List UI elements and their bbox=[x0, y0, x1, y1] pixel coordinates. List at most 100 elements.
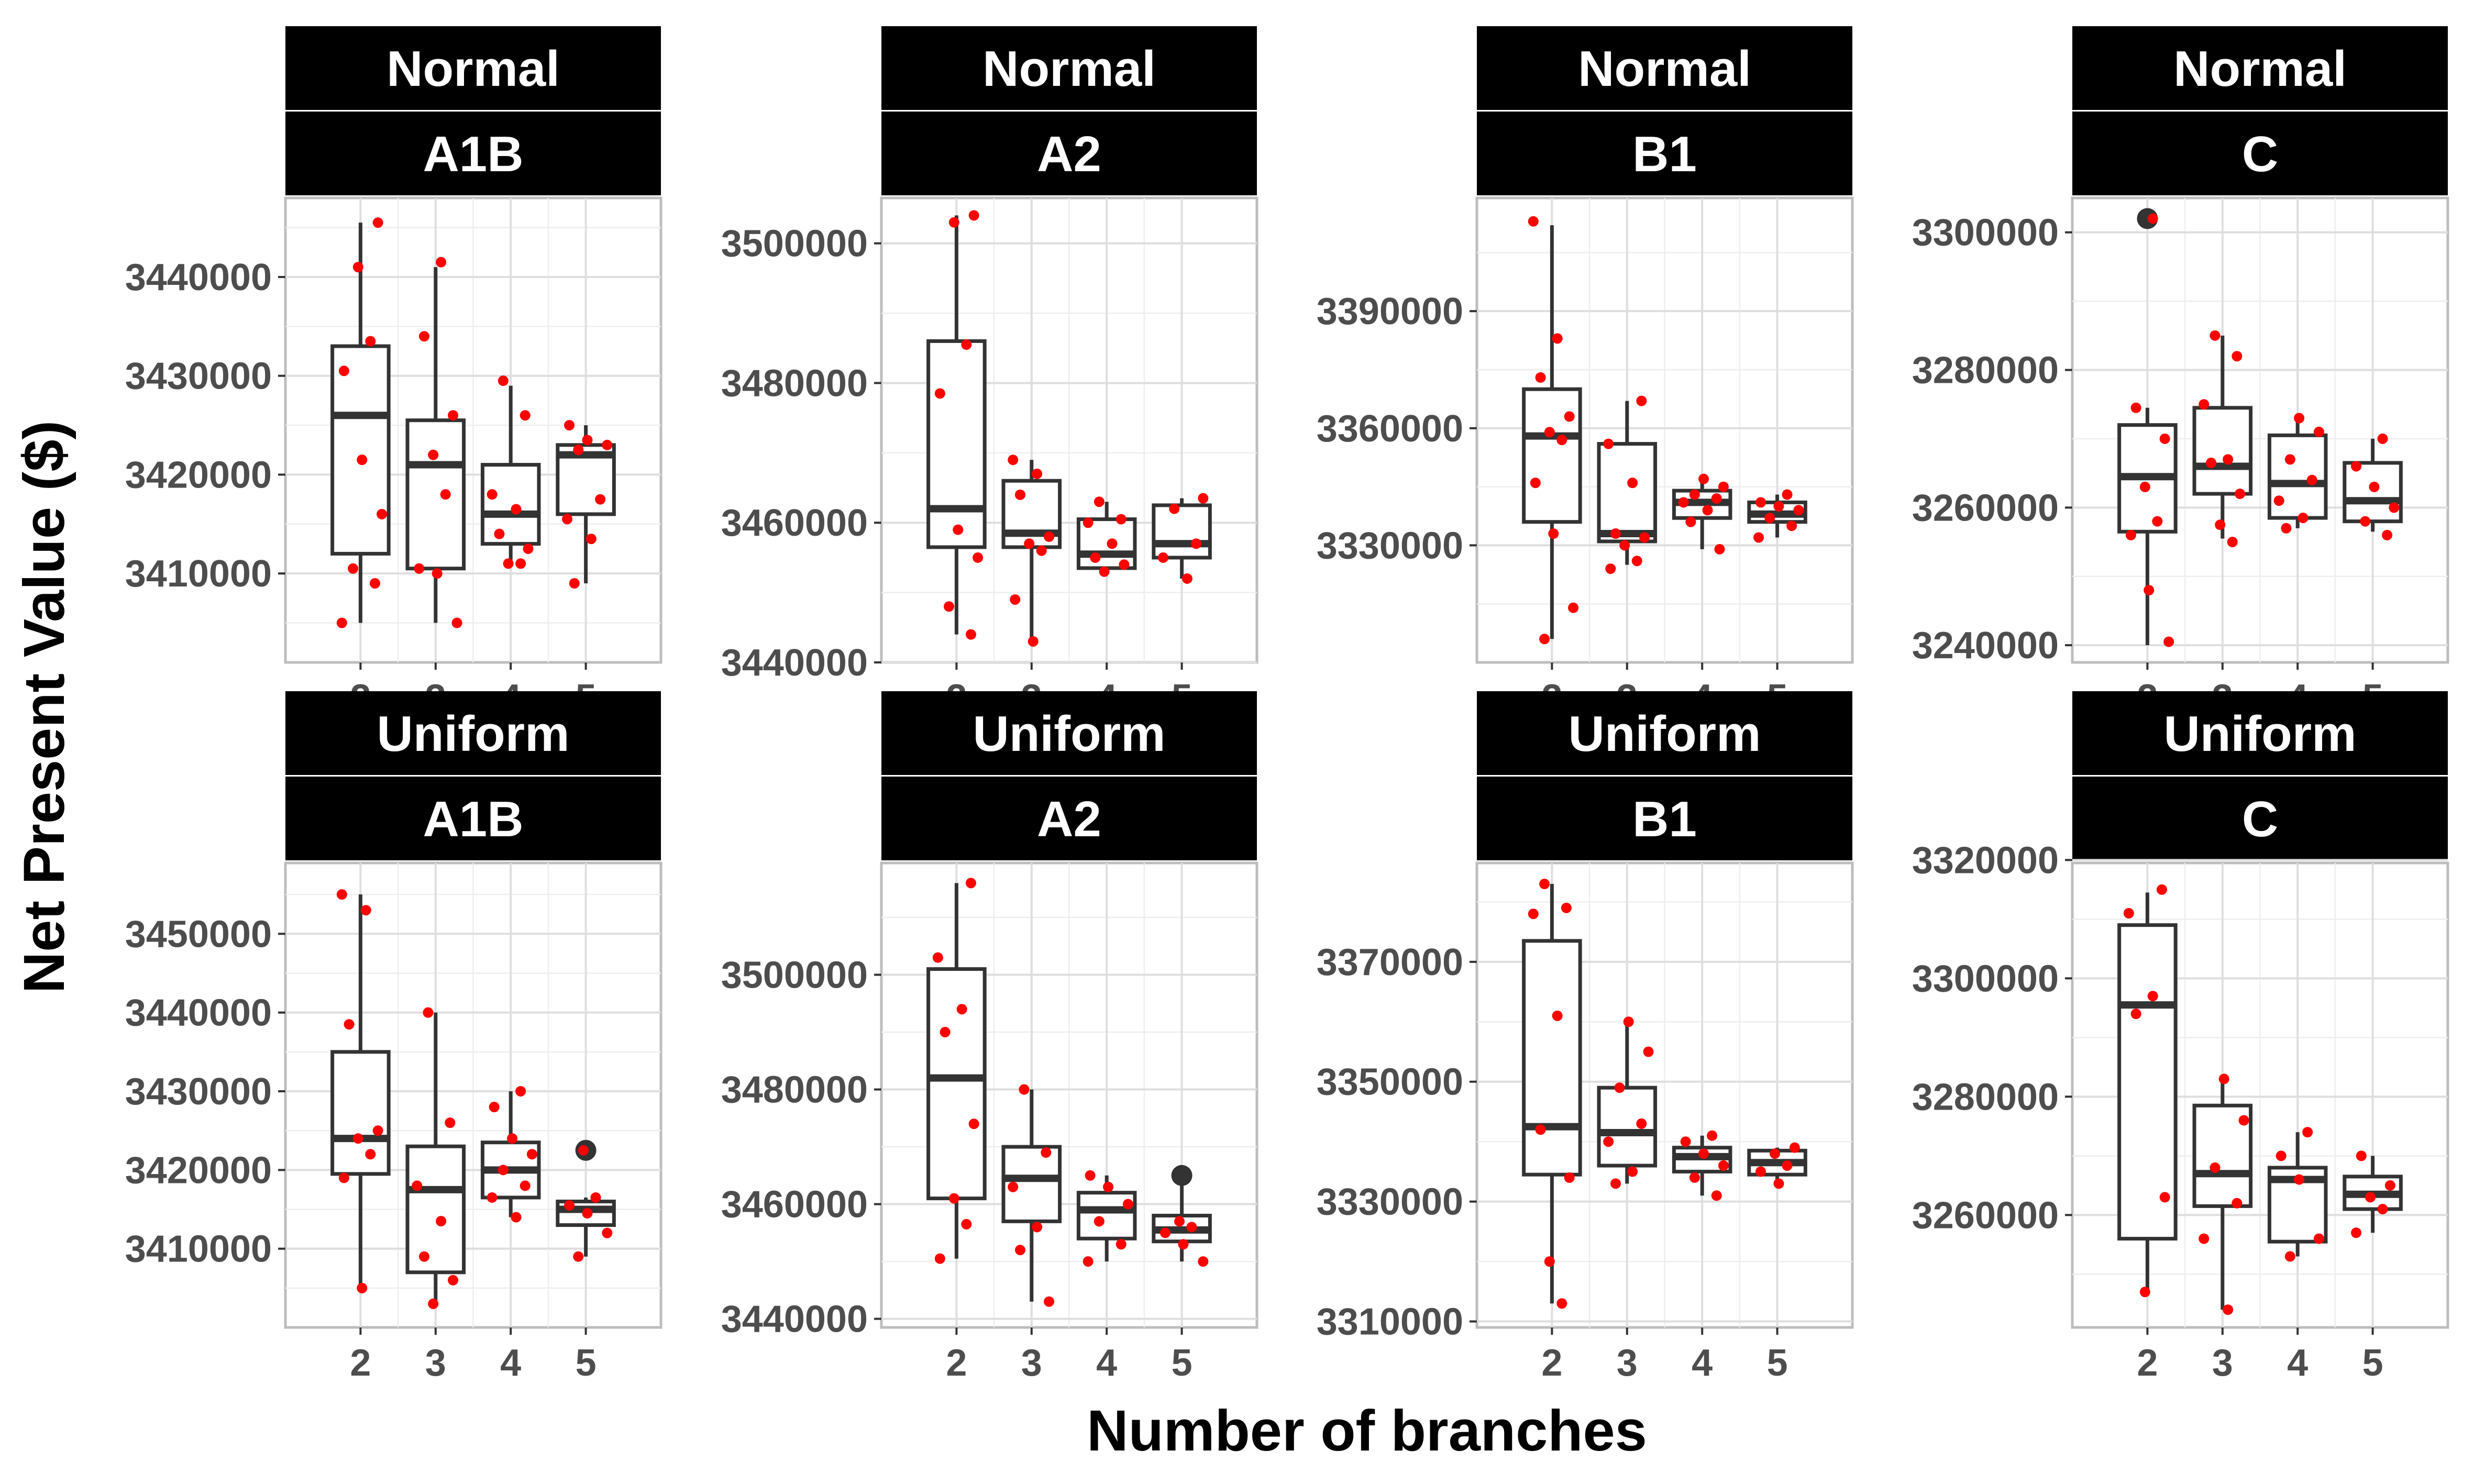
y-tick-label: 3300000 bbox=[1912, 212, 2059, 254]
data-point bbox=[1631, 556, 1642, 567]
data-point bbox=[372, 217, 383, 228]
strip-top-bg bbox=[285, 691, 661, 775]
box-2 bbox=[330, 344, 391, 556]
panel-uniform-a2: Uniform A2 3440000 3460000 3480000 3500000 2 3 4… bbox=[721, 691, 1258, 1384]
data-point bbox=[2159, 433, 2170, 444]
y-tick-label: 3430000 bbox=[125, 356, 272, 397]
data-point bbox=[2356, 1150, 2367, 1161]
data-point bbox=[1044, 531, 1055, 542]
data-point bbox=[1556, 435, 1567, 446]
strip-top-label: Uniform bbox=[973, 706, 1166, 762]
x-tick-label: 3 bbox=[1617, 1342, 1638, 1384]
data-point bbox=[1122, 1199, 1133, 1210]
data-point bbox=[1718, 481, 1729, 492]
strip-bottom-label: C bbox=[2242, 791, 2278, 847]
data-point bbox=[352, 262, 363, 273]
data-point bbox=[1119, 559, 1130, 570]
data-point bbox=[1564, 1172, 1575, 1183]
y-tick-label: 3320000 bbox=[1912, 839, 2059, 881]
data-point bbox=[419, 331, 430, 342]
panel-normal-c: NormalC32400003260000328000033000002345 bbox=[1912, 26, 2449, 719]
strip-top-label: Normal bbox=[2173, 41, 2347, 97]
data-point bbox=[2384, 1180, 2395, 1191]
data-point bbox=[2360, 516, 2371, 527]
data-point bbox=[944, 601, 955, 612]
data-point bbox=[1689, 489, 1700, 500]
data-point bbox=[2294, 1174, 2305, 1185]
data-point bbox=[2210, 330, 2221, 341]
x-tick-label: 4 bbox=[2287, 1342, 2308, 1384]
y-tick-label: 3260000 bbox=[1912, 487, 2059, 529]
box-2 bbox=[926, 967, 987, 1201]
data-point bbox=[1015, 1245, 1026, 1256]
data-point bbox=[1627, 478, 1638, 489]
data-point bbox=[1793, 505, 1804, 516]
strip-bottom-bg bbox=[881, 777, 1257, 860]
data-point bbox=[569, 578, 580, 589]
y-tick-label: 3460000 bbox=[721, 502, 868, 544]
data-point bbox=[2273, 495, 2284, 506]
data-point bbox=[2223, 1304, 2234, 1315]
data-point bbox=[1639, 532, 1650, 543]
strip-bottom-label: B1 bbox=[1632, 126, 1697, 182]
data-point bbox=[1698, 1148, 1709, 1159]
data-point bbox=[440, 489, 451, 500]
box-3 bbox=[405, 1144, 466, 1275]
y-tick-label: 3440000 bbox=[721, 1299, 868, 1341]
data-point bbox=[2232, 1198, 2243, 1209]
data-point bbox=[436, 257, 447, 268]
data-point bbox=[360, 905, 371, 916]
data-point bbox=[2227, 537, 2238, 548]
strip-top-bg bbox=[2072, 691, 2448, 775]
box-4 bbox=[480, 463, 541, 546]
data-point bbox=[968, 1118, 979, 1129]
box-2 bbox=[1522, 939, 1582, 1177]
data-point bbox=[369, 578, 380, 589]
data-point bbox=[2144, 585, 2155, 596]
data-point bbox=[1556, 1298, 1567, 1309]
y-tick-label: 3330000 bbox=[1317, 525, 1463, 567]
strip-bottom-label: C bbox=[2242, 126, 2278, 182]
data-point bbox=[1770, 1148, 1781, 1159]
data-point bbox=[1544, 427, 1555, 438]
box-5 bbox=[2343, 461, 2403, 524]
data-point bbox=[352, 1133, 363, 1144]
data-point bbox=[2313, 1233, 2324, 1244]
data-point bbox=[1528, 909, 1539, 920]
data-point bbox=[2139, 1287, 2150, 1298]
data-point bbox=[1614, 1082, 1625, 1093]
data-point bbox=[564, 1200, 575, 1211]
y-tick-label: 3410000 bbox=[125, 1228, 272, 1270]
data-point bbox=[1032, 1222, 1043, 1233]
data-point bbox=[1773, 501, 1784, 512]
data-point bbox=[357, 455, 368, 466]
data-point bbox=[1160, 1227, 1171, 1238]
strip-top-bg bbox=[1477, 26, 1852, 110]
data-point bbox=[2147, 213, 2158, 224]
data-point bbox=[1198, 1256, 1209, 1267]
data-point bbox=[377, 508, 388, 519]
data-point bbox=[1643, 1046, 1654, 1057]
data-point bbox=[1544, 1256, 1555, 1267]
data-point bbox=[1685, 516, 1696, 527]
strip-bottom-bg bbox=[2072, 112, 2448, 195]
y-tick-label: 3440000 bbox=[125, 257, 272, 298]
data-point bbox=[2377, 1204, 2388, 1215]
data-point bbox=[414, 563, 425, 574]
data-point bbox=[1610, 1178, 1621, 1189]
data-point bbox=[1028, 636, 1039, 647]
data-point bbox=[2125, 529, 2136, 540]
y-tick-label: 3280000 bbox=[1912, 350, 2059, 392]
data-point bbox=[498, 375, 509, 386]
data-point bbox=[1548, 528, 1559, 539]
data-point bbox=[1181, 573, 1192, 584]
data-point bbox=[1158, 552, 1169, 563]
data-point bbox=[1568, 602, 1579, 613]
data-point bbox=[2382, 529, 2393, 540]
data-point bbox=[1711, 493, 1722, 504]
y-tick-label: 3350000 bbox=[1317, 1061, 1463, 1103]
strip-bottom-label: A2 bbox=[1037, 126, 1101, 182]
data-point bbox=[1041, 1147, 1052, 1158]
strip-top-label: Normal bbox=[982, 41, 1156, 97]
data-point bbox=[515, 1086, 526, 1097]
